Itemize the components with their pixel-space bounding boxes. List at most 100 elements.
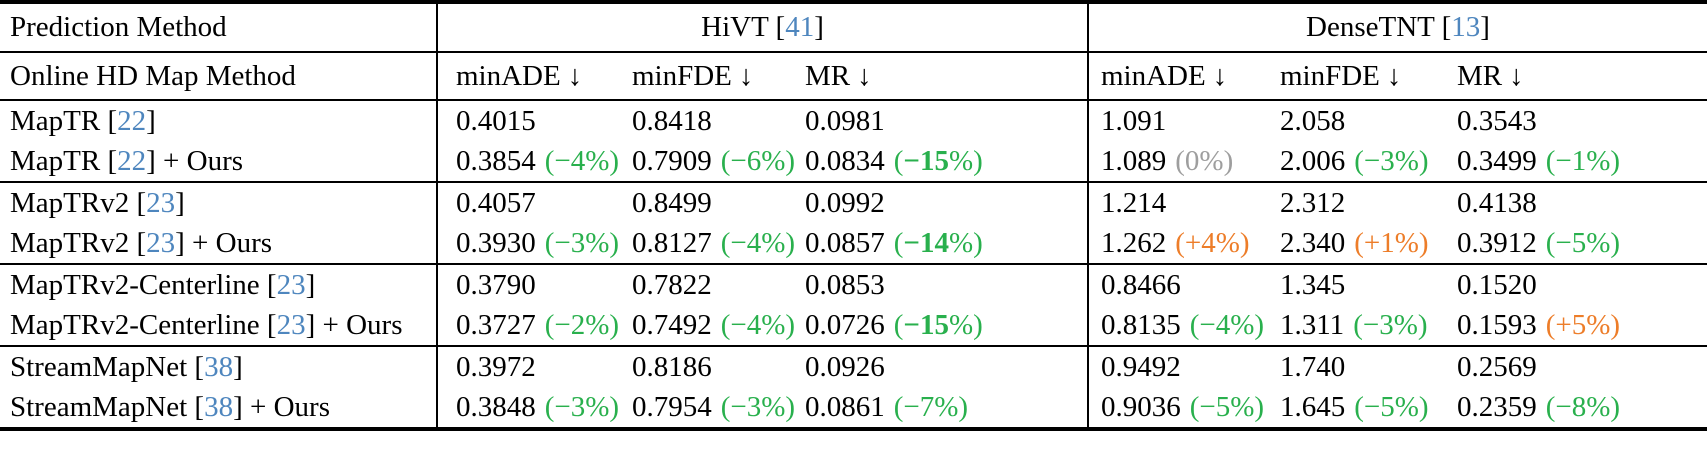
metric-cell: 0.1593 (+5%) [1457,305,1707,346]
column-header-mr-hivt: MR ↓ [805,52,1088,101]
metric-name: minADE [1101,59,1206,92]
delta-percent: (+5%) [1545,308,1621,341]
metric-value: 0.3543 [1457,104,1537,137]
citation-link[interactable]: 38 [204,390,234,423]
metric-cell: 0.0926 [805,345,1088,387]
group-name: HiVT [701,11,769,43]
delta-percent: (−6%) [720,144,796,177]
metric-cell: 0.7954 (−3%) [632,387,805,429]
map-method-label: Online HD Map Method [10,59,296,92]
delta-percent: (−4%) [720,226,796,259]
metric-cell: 1.091 [1087,100,1280,141]
down-arrow-icon: ↓ [1212,59,1228,92]
method-cell: StreamMapNet [38] + Ours [0,387,437,429]
metric-value: 1.311 [1280,308,1345,341]
delta-percent: (−5%) [1189,390,1265,423]
citation-link[interactable]: 22 [117,104,147,137]
metric-value: 1.091 [1101,104,1167,137]
metric-cell: 0.3972 [436,345,632,387]
method-name-suffix: ] + Ours [233,390,330,423]
metric-value: 0.8499 [632,186,712,219]
group-header-row: Prediction Method HiVT [41] DenseTNT [13… [0,2,1707,53]
metric-cell: 0.8127 (−4%) [632,223,805,264]
citation-link[interactable]: 23 [276,268,306,301]
method-row-group: MapTR [22] 0.4015 0.8418 0.0981 1.091 2.058 0.… [0,100,1707,182]
metric-header-row: Online HD Map Method minADE ↓ minFDE ↓ MR ↓… [0,52,1707,101]
delta-percent: (−3%) [544,226,620,259]
metric-cell: 0.7492 (−4%) [632,305,805,346]
metric-cell: 1.740 [1280,345,1457,387]
metric-value: 0.7822 [632,268,712,301]
metric-value: 0.7954 [632,390,712,423]
metric-cell: 0.8186 [632,345,805,387]
metric-cell: 0.3499 (−1%) [1457,141,1707,182]
metric-name: minFDE [1280,59,1380,92]
metric-value: 0.0981 [805,104,885,137]
metric-value: 0.3854 [456,144,536,177]
method-name-suffix: ] + Ours [305,308,403,341]
metric-value: 0.7909 [632,144,712,177]
metric-cell: 0.4057 [436,181,632,223]
method-name-suffix: ] [146,104,156,137]
metric-value: 0.2359 [1457,390,1537,423]
metric-value: 0.8466 [1101,268,1181,301]
citation-link[interactable]: 22 [117,144,147,177]
metric-cell: 1.345 [1280,263,1457,305]
metric-name: minADE [456,59,561,92]
metric-value: 0.3912 [1457,226,1537,259]
method-cell: MapTRv2 [23] [0,181,437,223]
metric-value: 0.8418 [632,104,712,137]
table-row: StreamMapNet [38] 0.3972 0.8186 0.0926 0.949… [0,345,1707,387]
metric-cell: 0.9492 [1087,345,1280,387]
metric-value: 0.0861 [805,390,885,423]
delta-percent: (−1%) [1545,144,1621,177]
prediction-method-header: Prediction Method [0,2,437,53]
metric-cell: 0.3543 [1457,100,1707,141]
metric-value: 2.058 [1280,104,1346,137]
down-arrow-icon: ↓ [1509,59,1524,92]
metric-cell: 0.0834 (−15%) [805,141,1088,182]
citation-link[interactable]: 13 [1451,11,1481,43]
metric-value: 0.0853 [805,268,885,301]
metric-cell: 0.3790 [436,263,632,305]
citation-link[interactable]: 41 [785,11,815,43]
method-name: MapTR [ [10,104,118,137]
method-cell: MapTR [22] + Ours [0,141,437,182]
metric-cell: 0.3854 (−4%) [436,141,632,182]
citation-link[interactable]: 23 [146,186,176,219]
metric-cell: 0.3727 (−2%) [436,305,632,346]
bracket-close: ] [1480,11,1490,43]
metric-value: 0.0992 [805,186,885,219]
metric-cell: 0.3848 (−3%) [436,387,632,429]
citation-link[interactable]: 38 [204,350,234,383]
metric-cell: 2.006 (−3%) [1280,141,1457,182]
method-row-group: MapTRv2 [23] 0.4057 0.8499 0.0992 1.214 2.312… [0,181,1707,264]
metric-cell: 0.7822 [632,263,805,305]
metric-value: 0.4015 [456,104,536,137]
method-cell: StreamMapNet [38] [0,345,437,387]
delta-percent: (−3%) [1354,144,1429,177]
metric-value: 0.8127 [632,226,712,259]
metric-cell: 0.0857 (−14%) [805,223,1088,264]
metric-cell: 0.0726 (−15%) [805,305,1088,346]
method-cell: MapTRv2-Centerline [23] [0,263,437,305]
citation-link[interactable]: 23 [146,226,176,259]
metric-cell: 0.8418 [632,100,805,141]
citation-link[interactable]: 23 [276,308,306,341]
metric-cell: 2.312 [1280,181,1457,223]
prediction-method-label: Prediction Method [10,11,227,43]
table-row: StreamMapNet [38] + Ours 0.3848 (−3%) 0.795… [0,387,1707,429]
metric-value: 1.214 [1101,186,1167,219]
group-name: DenseTNT [1306,11,1435,43]
delta-percent: (−3%) [1353,308,1428,341]
down-arrow-icon: ↓ [1386,59,1402,92]
method-row-group: MapTRv2-Centerline [23] 0.3790 0.7822 0.085… [0,263,1707,346]
column-header-minade-densetnt: minADE ↓ [1087,52,1280,101]
metric-value: 2.006 [1280,144,1346,177]
delta-percent: (−2%) [544,308,620,341]
metric-value: 0.1520 [1457,268,1537,301]
metric-value: 0.3848 [456,390,536,423]
method-name-suffix: ] [175,186,185,219]
delta-percent: (−15%) [893,144,983,177]
down-arrow-icon: ↓ [857,59,872,92]
